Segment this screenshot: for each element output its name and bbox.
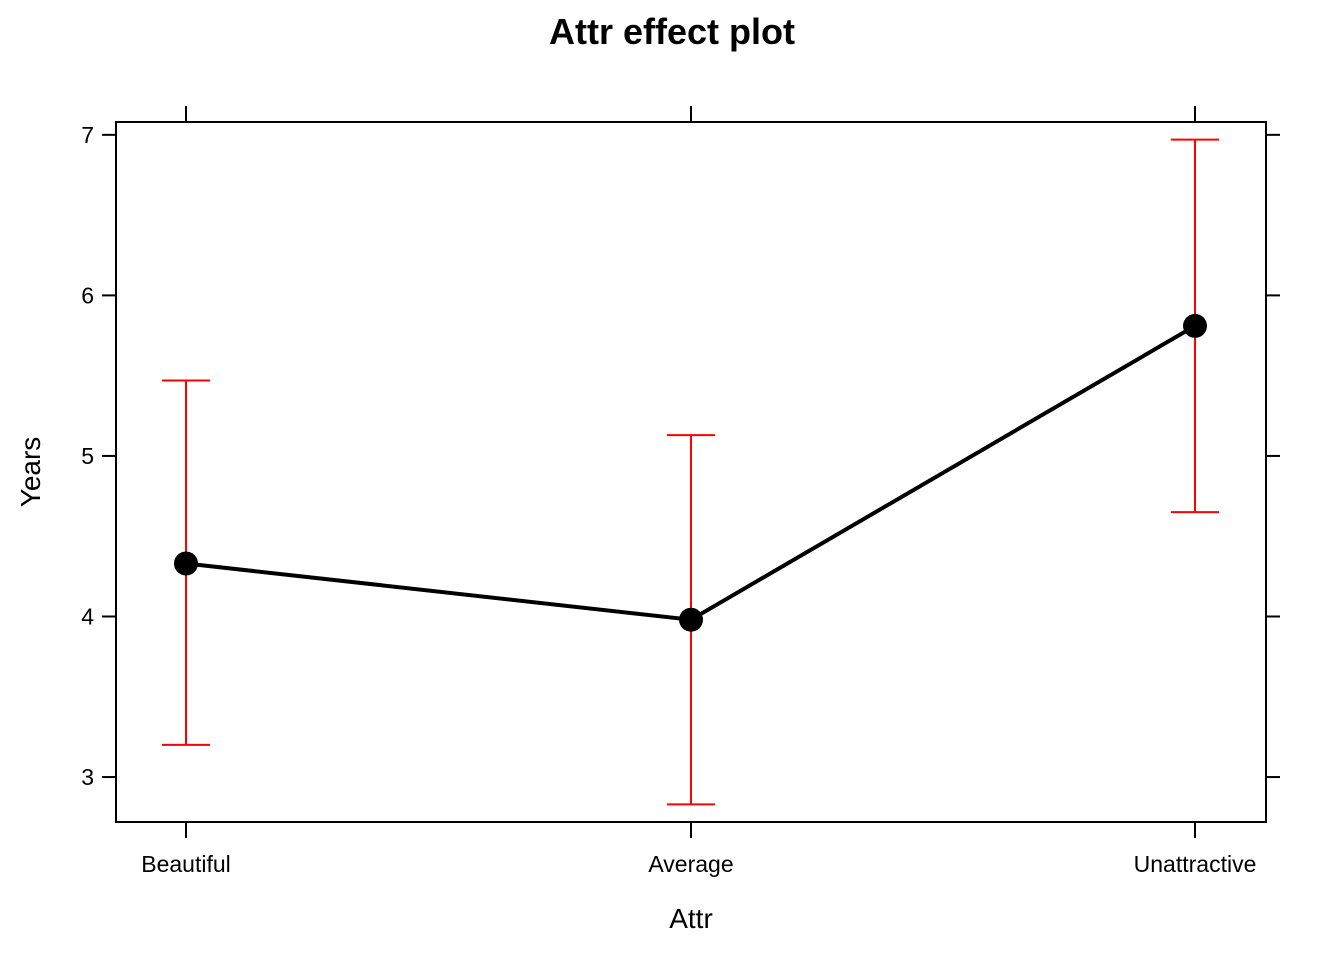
y-axis-label: Years (15, 437, 46, 508)
data-point (1183, 313, 1207, 338)
x-axis-label: Attr (669, 903, 713, 934)
x-tick-label: Beautiful (141, 851, 231, 877)
error-bars (162, 138, 1219, 806)
points-group (174, 313, 1207, 632)
x-tick-label: Unattractive (1134, 851, 1257, 877)
x-axis: Beautiful Average Unattractive (141, 106, 1256, 877)
chart-title: Attr effect plot (549, 11, 795, 52)
y-tick-label: 5 (81, 443, 94, 469)
y-tick-label: 6 (81, 282, 94, 308)
x-tick-label: Average (648, 851, 733, 877)
y-tick-label: 7 (81, 122, 94, 148)
data-point (174, 551, 198, 576)
y-tick-label: 4 (81, 603, 94, 629)
y-tick-label: 3 (81, 764, 94, 790)
y-axis: 3 4 5 6 7 (81, 122, 1280, 790)
data-point (679, 607, 703, 632)
